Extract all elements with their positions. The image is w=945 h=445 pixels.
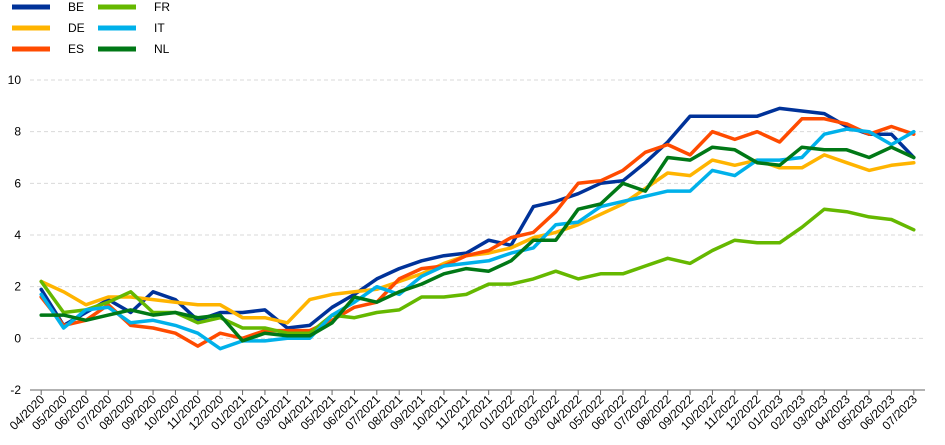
series-line-fr xyxy=(39,207,916,335)
y-tick-label: 2 xyxy=(14,280,21,294)
series-line-nl xyxy=(39,145,916,343)
legend-label-be: BE xyxy=(68,0,84,14)
x-axis: 04/202005/202006/202007/202008/202009/20… xyxy=(7,389,925,433)
series-lines xyxy=(39,106,916,351)
series-line-be xyxy=(39,106,916,330)
y-tick-label: 6 xyxy=(14,176,21,190)
y-axis: -2 0 2 4 6 8 10 xyxy=(8,73,22,397)
legend-label-de: DE xyxy=(68,21,85,35)
series-line-es xyxy=(39,117,916,348)
legend-label-es: ES xyxy=(68,42,84,56)
y-tick-label: 8 xyxy=(14,125,21,139)
legend: BE DE ES FR IT NL xyxy=(12,0,170,56)
y-tick-label: 0 xyxy=(14,331,21,345)
y-tick-label: -2 xyxy=(10,383,21,397)
y-tick-label: 4 xyxy=(14,228,21,242)
legend-label-it: IT xyxy=(154,21,165,35)
legend-label-fr: FR xyxy=(154,0,170,14)
legend-label-nl: NL xyxy=(154,42,170,56)
y-tick-label: 10 xyxy=(8,73,22,87)
series-line-it xyxy=(39,127,916,351)
